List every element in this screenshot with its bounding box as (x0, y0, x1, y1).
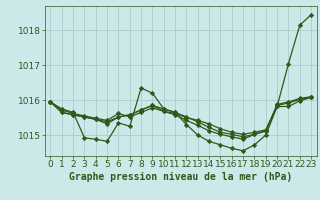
X-axis label: Graphe pression niveau de la mer (hPa): Graphe pression niveau de la mer (hPa) (69, 172, 292, 182)
